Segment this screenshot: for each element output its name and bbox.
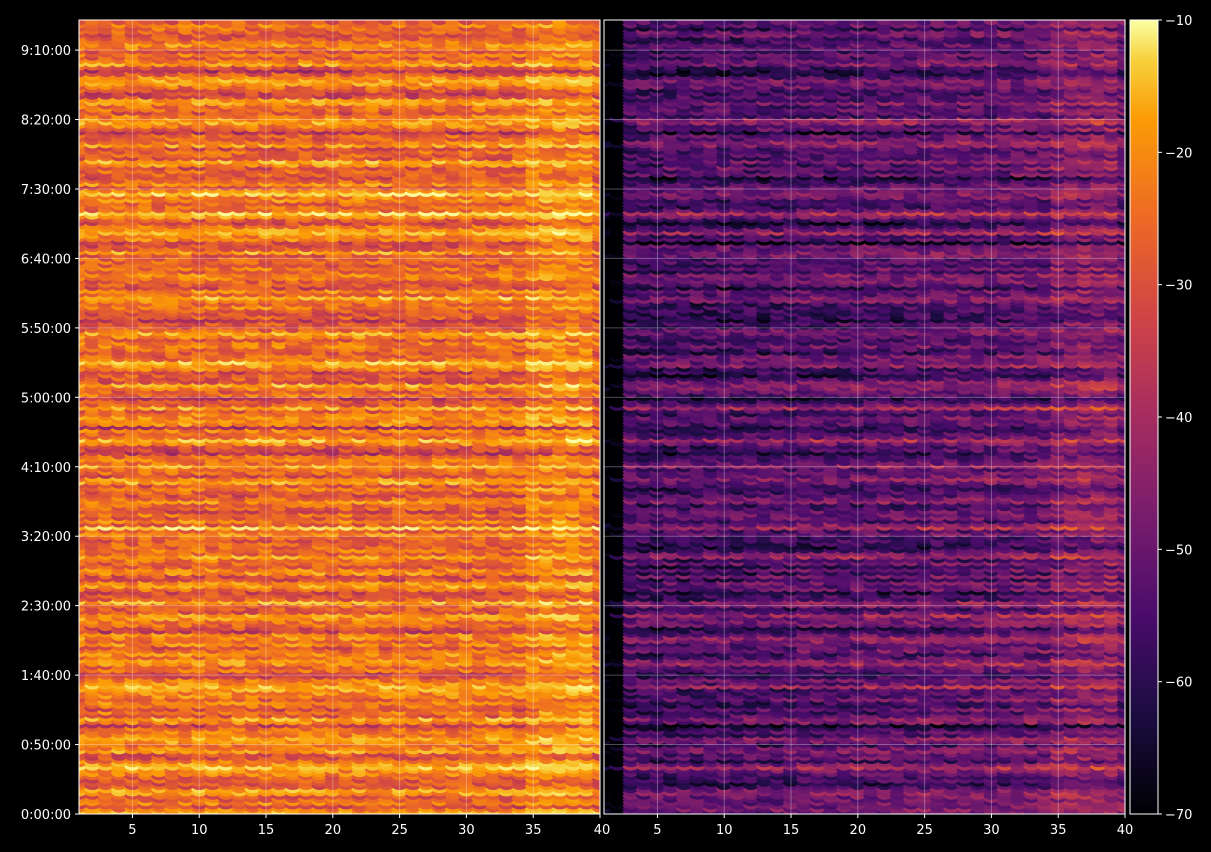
- heatmap-cells-left: [79, 20, 600, 814]
